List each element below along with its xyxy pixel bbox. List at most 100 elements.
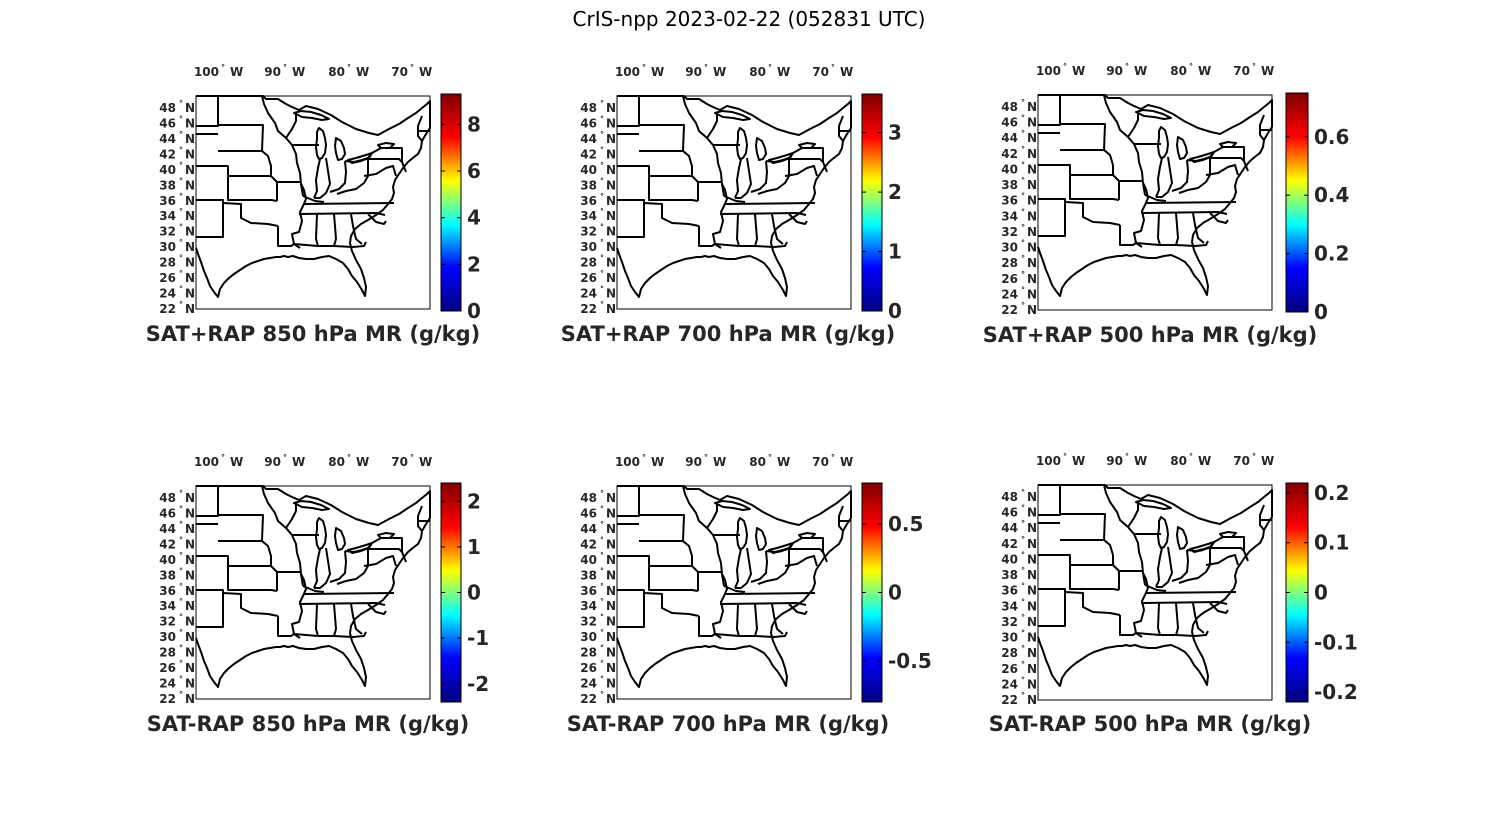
colorbar: -0.2 -0.1 0 0.1 0.2	[1285, 481, 1358, 704]
lat-hemisphere-label: N	[1027, 599, 1037, 613]
lat-hemisphere-label: N	[1027, 256, 1037, 270]
lat-hemisphere-label: N	[185, 553, 195, 567]
degree-mark: °	[179, 99, 183, 108]
lat-tick-label: 46	[1001, 506, 1018, 520]
lat-tick-label: 30	[1001, 631, 1018, 645]
lat-hemisphere-label: N	[1027, 116, 1037, 130]
lon-hemisphere-label: W	[356, 455, 369, 469]
degree-mark: °	[1021, 176, 1025, 185]
lat-tick-label: 38	[159, 568, 176, 582]
lat-hemisphere-label: N	[1027, 584, 1037, 598]
lat-hemisphere-label: N	[1027, 662, 1037, 676]
lat-hemisphere-label: N	[606, 491, 616, 505]
colorbar-tick-label: 0	[467, 581, 481, 605]
degree-mark: °	[600, 520, 604, 529]
lon-tick-label: 100	[194, 455, 219, 469]
degree-mark: °	[179, 597, 183, 606]
colorbar-ticks: 0 1 2 3	[862, 121, 902, 323]
lat-tick-label: 32	[1001, 225, 1018, 239]
lat-hemisphere-label: N	[1027, 677, 1037, 691]
degree-mark: °	[600, 597, 604, 606]
lat-hemisphere-label: N	[606, 584, 616, 598]
degree-mark: °	[600, 535, 604, 544]
colorbar: -2 -1 0 1 2	[440, 482, 489, 703]
lat-hemisphere-label: N	[1027, 490, 1037, 504]
lat-hemisphere-label: N	[185, 568, 195, 582]
lon-tick-label: 100	[1036, 64, 1061, 78]
degree-mark: °	[600, 582, 604, 591]
degree-mark: °	[221, 453, 225, 462]
degree-mark: °	[1021, 145, 1025, 154]
degree-mark: °	[1021, 270, 1025, 279]
degree-mark: °	[1021, 660, 1025, 669]
panel-700-diff: 100 ° W 90 ° W 80 ° W 70 ° W 48 ° N46 ° N44 ° N42 ° N40 ° N38…	[567, 453, 932, 736]
lat-tick-label: 36	[159, 194, 176, 208]
degree-mark: °	[179, 690, 183, 699]
degree-mark: °	[600, 628, 604, 637]
colorbar-tick-label: 0.2	[1314, 481, 1349, 505]
lat-hemisphere-label: N	[606, 522, 616, 536]
lat-hemisphere-label: N	[606, 630, 616, 644]
lat-tick-label: 34	[1001, 599, 1018, 613]
lat-tick-label: 36	[159, 584, 176, 598]
lat-tick-label: 24	[159, 287, 176, 301]
colorbar: 0 2 4 6 8	[440, 93, 481, 323]
lat-hemisphere-label: N	[606, 132, 616, 146]
lat-hemisphere-label: N	[606, 302, 616, 316]
lat-hemisphere-label: N	[185, 163, 195, 177]
degree-mark: °	[179, 207, 183, 216]
lat-hemisphere-label: N	[185, 692, 195, 706]
degree-mark: °	[179, 130, 183, 139]
degree-mark: °	[1189, 452, 1193, 461]
panel-500-diff: 100 ° W 90 ° W 80 ° W 70 ° W 48 ° N46 ° N44 ° N42 ° N40 ° N38…	[989, 452, 1358, 736]
lon-hemisphere-label: W	[713, 455, 726, 469]
lat-hemisphere-label: N	[1027, 568, 1037, 582]
figure-title: CrIS-npp 2023-02-22 (052831 UTC)	[573, 7, 926, 31]
lat-hemisphere-label: N	[1027, 615, 1037, 629]
lat-tick-label: 34	[159, 599, 176, 613]
degree-mark: °	[1021, 519, 1025, 528]
lat-tick-label: 42	[159, 537, 176, 551]
degree-mark: °	[179, 192, 183, 201]
lat-tick-label: 28	[1001, 646, 1018, 660]
lat-hemisphere-label: N	[1027, 521, 1037, 535]
lat-tick-label: 48	[1001, 490, 1018, 504]
lat-tick-label: 38	[159, 178, 176, 192]
lat-hemisphere-label: N	[1027, 272, 1037, 286]
lat-hemisphere-label: N	[1027, 693, 1037, 707]
degree-mark: °	[179, 161, 183, 170]
lon-hemisphere-label: W	[1134, 454, 1147, 468]
lat-hemisphere-label: N	[606, 178, 616, 192]
lat-tick-labels: 48 ° N46 ° N44 ° N42 ° N40 ° N38 ° N36 ° N34 ° N32 ° N30 ° N…	[580, 99, 616, 316]
lat-tick-labels: 48 ° N46 ° N44 ° N42 ° N40 ° N38 ° N36 ° N34 ° N32 ° N30 ° N…	[1001, 98, 1037, 317]
lat-hemisphere-label: N	[185, 646, 195, 660]
degree-mark: °	[283, 63, 287, 72]
colorbar-tick-label: 8	[467, 112, 481, 136]
degree-mark: °	[1021, 613, 1025, 622]
panel-850-diff: 100 ° W 90 ° W 80 ° W 70 ° W 48 ° N46 ° N44 ° N42 ° N40 ° N38…	[147, 453, 489, 736]
lon-hemisphere-label: W	[356, 65, 369, 79]
lat-hemisphere-label: N	[185, 599, 195, 613]
lat-hemisphere-label: N	[1027, 506, 1037, 520]
degree-mark: °	[768, 63, 772, 72]
colorbar-gradient	[1286, 483, 1308, 702]
degree-mark: °	[1021, 550, 1025, 559]
degree-mark: °	[179, 535, 183, 544]
lat-hemisphere-label: N	[606, 147, 616, 161]
lat-hemisphere-label: N	[185, 225, 195, 239]
colorbar: -0.5 0 0.5	[861, 482, 932, 703]
colorbar-tick-label: 6	[467, 159, 481, 183]
lat-tick-label: 22	[1001, 303, 1018, 317]
lat-hemisphere-label: N	[1027, 552, 1037, 566]
lat-tick-label: 32	[1001, 615, 1018, 629]
lat-tick-label: 24	[159, 677, 176, 691]
degree-mark: °	[600, 675, 604, 684]
lon-tick-label: 70	[391, 65, 408, 79]
degree-mark: °	[1125, 62, 1129, 71]
lat-tick-label: 22	[580, 302, 597, 316]
lat-tick-label: 22	[159, 302, 176, 316]
panel-850-sum: 100 ° W 90 ° W 80 ° W 70 ° W 48 ° N46 ° N44 ° N42 ° N40 ° N38…	[146, 63, 481, 346]
lat-hemisphere-label: N	[606, 240, 616, 254]
colorbar-ticks: 0 0.2 0.4 0.6	[1286, 125, 1349, 324]
